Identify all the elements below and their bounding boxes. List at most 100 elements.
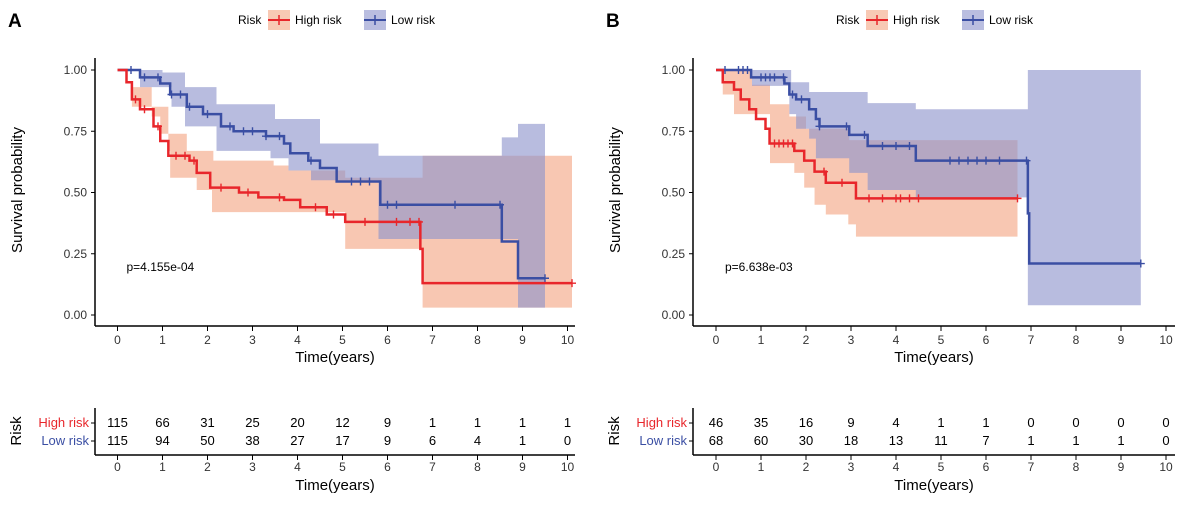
censor-mark — [307, 156, 315, 165]
risk-x-tick-label: 9 — [1118, 460, 1125, 474]
risk-count: 4 — [892, 415, 899, 430]
risk-count: 30 — [799, 433, 813, 448]
legend-title: Risk — [238, 13, 262, 27]
censor-mark — [973, 156, 981, 165]
censor-mark — [788, 139, 797, 148]
censor-mark — [176, 90, 185, 99]
risk-x-tick-label: 7 — [429, 460, 436, 474]
censor-mark — [311, 203, 320, 212]
ci-band-high — [117, 70, 572, 308]
risk-count: 1 — [1117, 433, 1124, 448]
risk-count: 0 — [1162, 415, 1169, 430]
legend-entry-high: High risk — [893, 13, 941, 27]
y-tick-label: 0.75 — [64, 124, 88, 138]
x-tick-label: 8 — [1073, 333, 1080, 347]
y-tick-label: 1.00 — [64, 63, 88, 77]
risk-x-tick-label: 5 — [339, 460, 346, 474]
censor-mark — [406, 217, 414, 226]
risk-count: 0 — [1117, 415, 1124, 430]
risk-count: 0 — [1162, 433, 1169, 448]
risk-count: 94 — [155, 433, 169, 448]
legend-entry-low: Low risk — [391, 13, 436, 27]
censor-mark — [815, 122, 824, 131]
risk-x-tick-label: 5 — [938, 460, 945, 474]
x-tick-label: 1 — [159, 333, 166, 347]
censor-mark — [797, 95, 806, 104]
censor-mark — [383, 200, 392, 209]
censor-mark — [154, 73, 162, 82]
x-tick-label: 0 — [713, 333, 720, 347]
censor-mark — [127, 66, 135, 74]
censor-mark — [955, 156, 963, 165]
censor-mark — [1013, 194, 1022, 203]
risk-count: 13 — [889, 433, 903, 448]
censor-mark — [892, 141, 900, 150]
y-axis-title: Survival probability — [607, 127, 624, 253]
risk-row-label: Low risk — [41, 433, 89, 448]
y-tick-label: 0.50 — [662, 186, 686, 200]
legend-title: Risk — [836, 13, 860, 27]
panel-label: B — [606, 11, 620, 32]
y-axis-title: Survival probability — [9, 127, 26, 253]
censor-mark — [946, 156, 954, 165]
censor-mark — [1136, 259, 1145, 268]
risk-count: 1 — [519, 415, 526, 430]
censor-mark — [982, 156, 990, 165]
risk-count: 115 — [107, 415, 128, 430]
risk-table-title: Risk — [8, 416, 25, 446]
censor-mark — [878, 141, 887, 150]
risk-count: 0 — [1027, 415, 1034, 430]
censor-mark — [860, 130, 869, 139]
risk-count: 7 — [982, 433, 989, 448]
risk-x-tick-label: 8 — [1073, 460, 1080, 474]
y-tick-label: 0.00 — [64, 308, 88, 322]
censor-mark — [275, 132, 284, 141]
risk-x-tick-label: 9 — [519, 460, 526, 474]
censor-mark — [140, 105, 149, 114]
censor-mark — [239, 127, 248, 136]
censor-mark — [878, 194, 887, 203]
risk-x-tick-label: 1 — [758, 460, 765, 474]
censor-mark — [743, 66, 752, 74]
x-tick-label: 4 — [294, 333, 301, 347]
risk-count: 68 — [709, 433, 723, 448]
risk-x-tick-label: 2 — [803, 460, 810, 474]
risk-table-title: Risk — [606, 416, 623, 446]
risk-count: 11 — [934, 433, 948, 448]
censor-mark — [203, 110, 212, 119]
panel-a: A Risk High risk Low risk 0.00 0.25 0.50 0.75 1.… — [8, 10, 576, 494]
risk-x-axis-title: Time(years) — [894, 477, 973, 494]
risk-count: 1 — [429, 415, 436, 430]
censor-mark — [496, 200, 504, 209]
risk-count: 1 — [1027, 433, 1034, 448]
risk-count: 17 — [335, 433, 349, 448]
x-tick-label: 4 — [893, 333, 900, 347]
risk-count: 115 — [107, 433, 128, 448]
risk-count: 1 — [519, 433, 526, 448]
risk-count: 1 — [982, 415, 989, 430]
censor-mark — [865, 194, 873, 203]
y-tick-label: 0.50 — [64, 186, 88, 200]
censor-mark — [842, 122, 851, 131]
x-axis-title: Time(years) — [894, 349, 973, 366]
censor-mark — [779, 73, 788, 82]
censor-mark — [329, 210, 338, 219]
censor-mark — [1022, 156, 1031, 165]
risk-x-axis-title: Time(years) — [295, 477, 374, 494]
risk-x-tick-label: 10 — [1159, 460, 1173, 474]
y-tick-label: 0.75 — [662, 124, 686, 138]
risk-count: 18 — [844, 433, 858, 448]
censor-mark — [365, 177, 374, 186]
x-tick-label: 10 — [561, 333, 575, 347]
x-tick-label: 5 — [938, 333, 945, 347]
risk-x-tick-label: 7 — [1028, 460, 1035, 474]
legend-entry-low: Low risk — [989, 13, 1034, 27]
x-tick-label: 9 — [1118, 333, 1125, 347]
risk-count: 46 — [709, 415, 723, 430]
censor-mark — [356, 177, 365, 186]
censor-mark — [248, 127, 257, 136]
risk-row-label: Low risk — [639, 433, 687, 448]
risk-count: 0 — [1072, 415, 1079, 430]
censor-mark — [154, 122, 162, 131]
risk-x-tick-label: 2 — [204, 460, 211, 474]
